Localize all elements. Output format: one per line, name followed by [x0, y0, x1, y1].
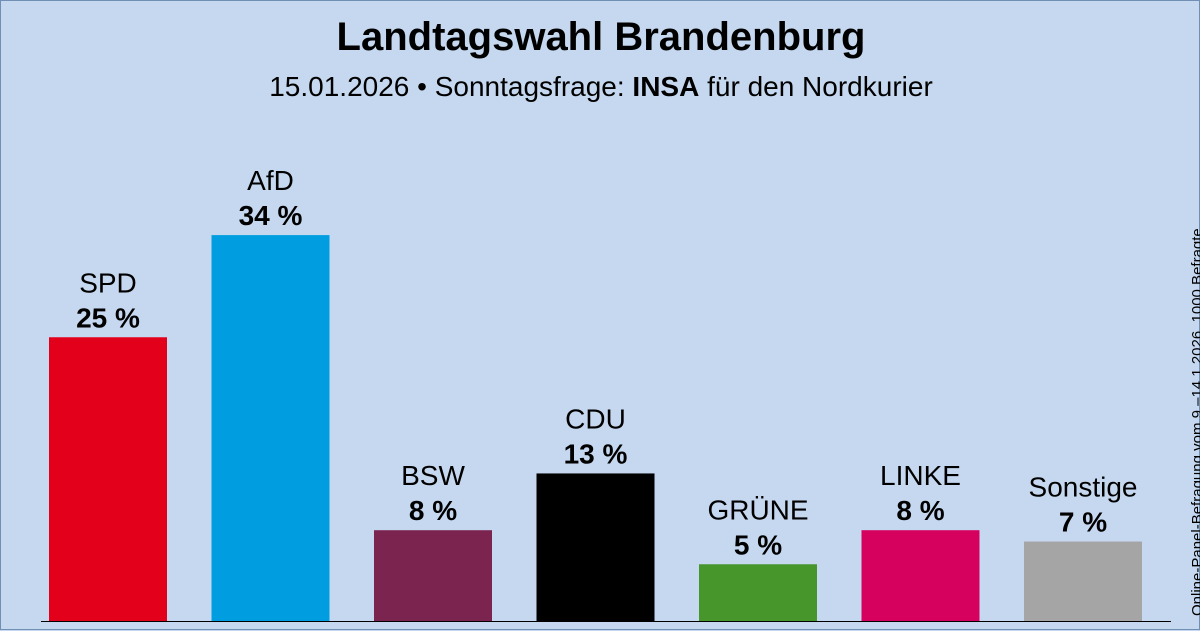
- chart-subtitle: 15.01.2026 • Sonntagsfrage: INSA für den…: [1, 71, 1200, 103]
- pollster-name: INSA: [632, 71, 700, 102]
- party-label-gr-ne: GRÜNE: [707, 494, 808, 525]
- value-label-cdu: 13 %: [564, 438, 628, 469]
- subtitle-client: für den Nordkurier: [707, 71, 933, 102]
- party-label-cdu: CDU: [565, 403, 626, 434]
- value-label-afd: 34 %: [239, 200, 303, 231]
- party-label-linke: LINKE: [880, 460, 961, 491]
- party-label-afd: AfD: [247, 165, 294, 196]
- value-label-linke: 8 %: [896, 495, 944, 526]
- bar-bsw: [374, 530, 492, 621]
- subtitle-date-prefix: 15.01.2026 • Sonntagsfrage:: [269, 71, 625, 102]
- value-label-bsw: 8 %: [409, 495, 457, 526]
- bar-afd: [211, 235, 330, 621]
- party-label-spd: SPD: [79, 267, 137, 298]
- value-label-gr-ne: 5 %: [734, 529, 782, 560]
- methodology-note: Online-Panel-Befragung vom 9.–14.1.2026,…: [1189, 228, 1200, 616]
- value-label-sonstige: 7 %: [1059, 507, 1107, 538]
- bar-cdu: [536, 473, 655, 621]
- bar-linke: [861, 530, 980, 621]
- bar-sonstige: [1024, 541, 1142, 621]
- value-label-spd: 25 %: [76, 302, 140, 333]
- bar-gr-ne: [699, 564, 817, 621]
- party-label-sonstige: Sonstige: [1029, 472, 1138, 503]
- party-label-bsw: BSW: [401, 460, 465, 491]
- chart-title: Landtagswahl Brandenburg: [336, 15, 866, 59]
- bar-spd: [49, 337, 167, 621]
